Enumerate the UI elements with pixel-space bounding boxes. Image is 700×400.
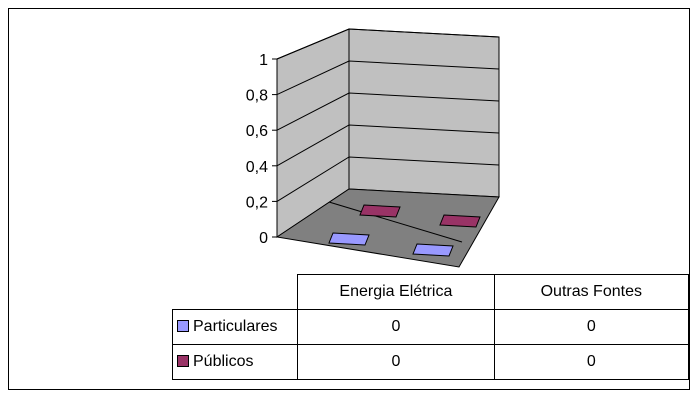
gridline bbox=[276, 124, 500, 167]
y-tick-label: 1 bbox=[259, 52, 268, 69]
data-value: 0 bbox=[493, 309, 690, 345]
data-table-header-row: Energia Elétrica Outras Fontes bbox=[172, 274, 690, 310]
data-table-row: Públicos 0 0 bbox=[171, 344, 690, 380]
chart-frame: 0 0,2 0,4 0,6 0,8 1 Energia Elétrica Outras F… bbox=[8, 8, 690, 390]
data-table: Energia Elétrica Outras Fontes Particula… bbox=[171, 274, 690, 380]
data-value: 0 bbox=[493, 344, 690, 380]
gridline bbox=[276, 28, 500, 60]
y-tick-label: 0 bbox=[259, 230, 268, 247]
bar-column bbox=[412, 243, 454, 257]
data-value: 0 bbox=[297, 309, 495, 345]
series-name: Particulares bbox=[193, 318, 278, 335]
series-legend-entry: Particulares bbox=[171, 309, 299, 345]
floor-divider bbox=[328, 201, 463, 243]
gridline bbox=[276, 60, 500, 96]
bar-column bbox=[359, 204, 401, 218]
data-value: 0 bbox=[297, 344, 495, 380]
gridline bbox=[276, 156, 500, 202]
data-table-row: Particulares 0 0 bbox=[171, 309, 690, 345]
category-label: Outras Fontes bbox=[493, 274, 690, 310]
legend-key bbox=[177, 354, 189, 367]
bar-column bbox=[328, 232, 370, 246]
chart-back-wall bbox=[348, 28, 500, 198]
series-name: Públicos bbox=[193, 353, 254, 370]
gridline bbox=[276, 92, 500, 131]
y-tick-label: 0,8 bbox=[246, 88, 268, 105]
series-legend-entry: Públicos bbox=[171, 344, 299, 380]
bar-column bbox=[439, 214, 481, 228]
y-tick-label: 0,6 bbox=[246, 123, 268, 140]
y-tick-label: 0,4 bbox=[246, 159, 268, 176]
y-tick-label: 0,2 bbox=[246, 194, 268, 211]
data-table-corner bbox=[172, 274, 299, 310]
legend-key bbox=[177, 319, 189, 332]
category-label: Energia Elétrica bbox=[297, 274, 495, 310]
chart-3d-plot: 0 0,2 0,4 0,6 0,8 1 bbox=[246, 28, 500, 268]
